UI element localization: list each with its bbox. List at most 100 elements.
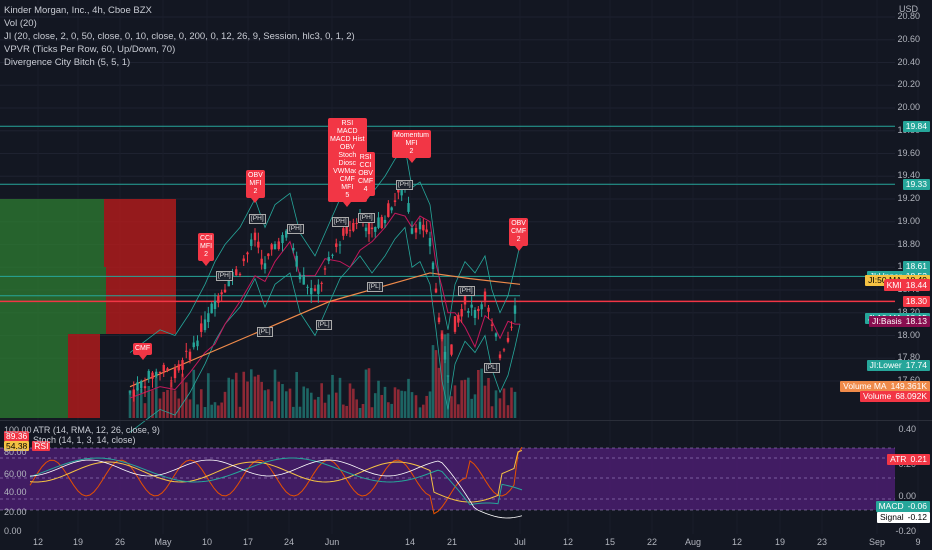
candle-body xyxy=(480,304,483,310)
candle-body xyxy=(470,304,473,308)
volume-bar xyxy=(487,377,490,418)
signal-flag[interactable]: RSI CCI OBV CMF 4 xyxy=(356,152,376,201)
time-tick: 12 xyxy=(731,537,743,547)
volume-bar xyxy=(403,391,407,418)
candle-body xyxy=(147,370,150,380)
volume-bar xyxy=(387,402,390,418)
volume-bar xyxy=(302,386,306,418)
volume-bar xyxy=(154,377,158,418)
time-tick: 23 xyxy=(816,537,828,547)
volume-bar xyxy=(342,404,345,418)
candle-body xyxy=(390,207,393,211)
signal-flag[interactable]: OBV CMF 2 xyxy=(509,218,529,251)
volume-bar xyxy=(494,390,498,418)
oscillator-line xyxy=(29,459,523,519)
volume-bar xyxy=(188,399,192,418)
volume-bar xyxy=(220,402,223,418)
volume-bar xyxy=(440,330,444,418)
volume-bar xyxy=(298,406,302,418)
price-tick: 18.80 xyxy=(897,238,920,249)
indicator-divergence[interactable]: Divergence City Bitch (5, 5, 1) xyxy=(4,57,131,68)
candle-body xyxy=(414,228,418,233)
signal-flag[interactable]: OBV MFI 2 xyxy=(246,170,265,203)
pivot-label: [PH] xyxy=(287,224,304,234)
volume-bar xyxy=(397,389,400,418)
candle-body xyxy=(393,200,397,202)
indicator-ji[interactable]: JI (20, close, 2, 0, 50, close, 0, 10, c… xyxy=(4,31,355,42)
candle-body xyxy=(162,364,165,372)
volume-bar xyxy=(277,381,281,418)
candle-body xyxy=(342,228,345,236)
volume-profile xyxy=(0,199,176,418)
sub-indicators: ATR (14, RMA, 12, 26, close, 9) Stoch (1… xyxy=(33,425,160,445)
volume-bar xyxy=(203,407,207,418)
candle-body xyxy=(295,255,298,267)
price-label: Volume 68.092K xyxy=(859,390,930,402)
oscillator-line xyxy=(29,450,523,503)
pivot-label: [PH] xyxy=(458,286,475,296)
time-tick: 15 xyxy=(604,537,616,547)
time-tick: 24 xyxy=(283,537,295,547)
pivot-label: [PL] xyxy=(257,327,273,337)
signal-flag[interactable]: CMF xyxy=(133,343,153,360)
candle-body xyxy=(510,326,513,328)
band-line xyxy=(129,212,520,399)
candle-body xyxy=(143,386,147,389)
volume-bars xyxy=(128,330,517,418)
price-tick: 19.60 xyxy=(897,147,920,158)
volume-bar xyxy=(407,378,410,418)
indicator-vpvr[interactable]: VPVR (Ticks Per Row, 60, Up/Down, 70) xyxy=(4,44,176,55)
candle-body xyxy=(397,188,400,193)
volume-bar xyxy=(331,374,334,418)
candle-body xyxy=(136,382,139,391)
candle-body xyxy=(490,324,494,326)
price-label: 19.84 xyxy=(902,121,930,133)
pivot-label: [PH] xyxy=(358,213,375,223)
candle-body xyxy=(467,311,470,313)
candle-body xyxy=(327,257,330,262)
candle-body xyxy=(260,258,263,265)
volume-bar xyxy=(367,368,371,418)
candle-body xyxy=(220,292,223,295)
rsi-value-tag: 54.38 xyxy=(4,441,30,451)
macd-tick: 0.00 xyxy=(898,491,916,501)
volume-bar xyxy=(210,404,213,418)
volume-bar xyxy=(393,387,397,418)
candle-body xyxy=(370,227,374,230)
candle-body xyxy=(128,391,132,393)
signal-flag[interactable]: Momentum MFI 2 xyxy=(392,130,432,163)
price-label-name: KMI xyxy=(886,280,902,291)
price-label: JI:Basis 18.13 xyxy=(868,315,930,327)
candle-body xyxy=(453,316,457,332)
candle-body xyxy=(494,333,498,337)
price-label-name: Volume MA xyxy=(843,380,887,391)
candle-body xyxy=(418,221,422,230)
time-tick: 9 xyxy=(915,537,921,547)
indicator-stoch[interactable]: Stoch (14, 1, 3, 14, close) xyxy=(33,435,136,445)
volume-bar xyxy=(470,398,473,418)
price-tick: 18.20 xyxy=(897,306,920,317)
volume-bar xyxy=(460,380,463,418)
candle-body xyxy=(502,349,506,351)
price-tick: 20.80 xyxy=(897,11,920,21)
osc-label: Signal -0.12 xyxy=(876,512,930,523)
currency-label: USD xyxy=(898,4,918,14)
volume-bar xyxy=(151,390,154,418)
volume-bar xyxy=(306,388,309,418)
candle-body xyxy=(460,309,463,317)
volume-bar xyxy=(199,389,203,418)
indicator-vol[interactable]: Vol (20) xyxy=(4,18,37,29)
candle-body xyxy=(410,228,414,234)
volume-bar xyxy=(355,399,358,418)
candle-body xyxy=(250,239,253,246)
time-tick: Jul xyxy=(514,537,526,547)
candle-body xyxy=(434,288,438,293)
candle-body xyxy=(320,282,323,284)
osc-label-value: 0.21 xyxy=(910,454,927,464)
signal-flag[interactable]: CCI MFI 2 xyxy=(198,233,215,266)
volume-bar xyxy=(143,403,147,418)
candle-body xyxy=(132,389,135,397)
indicator-atr[interactable]: ATR (14, RMA, 12, 26, close, 9) xyxy=(33,425,160,435)
price-tick: 17.60 xyxy=(897,375,920,385)
